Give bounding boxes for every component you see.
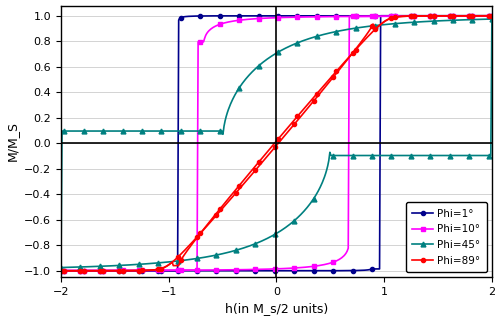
Phi=89° — [349, 52, 355, 56]
Phi=89° — [218, 206, 224, 210]
Phi=45° — [58, 265, 64, 269]
Phi=89° — [489, 14, 495, 18]
Line: Phi=45°: Phi=45° — [59, 17, 494, 270]
Phi=45° — [178, 129, 184, 133]
Phi=1° — [218, 14, 224, 18]
Phi=10° — [218, 22, 224, 26]
Y-axis label: M/M_S: M/M_S — [6, 121, 19, 161]
Phi=45° — [318, 33, 324, 37]
Phi=10° — [176, 268, 182, 272]
Phi=10° — [178, 268, 184, 272]
Phi=89° — [178, 258, 184, 262]
Phi=45° — [176, 129, 182, 133]
Legend: Phi=1°, Phi=10°, Phi=45°, Phi=89°: Phi=1°, Phi=10°, Phi=45°, Phi=89° — [406, 202, 486, 272]
Phi=1° — [58, 269, 64, 273]
Phi=45° — [218, 129, 224, 133]
Phi=10° — [437, 14, 443, 18]
Phi=45° — [489, 17, 495, 21]
Phi=1° — [178, 16, 184, 20]
Phi=1° — [176, 18, 182, 22]
Line: Phi=10°: Phi=10° — [59, 14, 494, 273]
Phi=10° — [58, 269, 64, 273]
Phi=10° — [318, 15, 324, 19]
Phi=1° — [437, 14, 443, 18]
Phi=89° — [58, 269, 64, 273]
Line: Phi=89°: Phi=89° — [59, 14, 494, 273]
Phi=10° — [349, 14, 355, 18]
X-axis label: h(in M_s/2 units): h(in M_s/2 units) — [225, 302, 328, 316]
Phi=10° — [489, 14, 495, 18]
Phi=89° — [318, 87, 324, 91]
Phi=1° — [318, 14, 324, 18]
Phi=1° — [349, 14, 355, 18]
Line: Phi=1°: Phi=1° — [59, 14, 494, 273]
Phi=89° — [437, 14, 443, 18]
Phi=45° — [349, 27, 355, 31]
Phi=89° — [176, 264, 182, 267]
Phi=1° — [489, 14, 495, 18]
Phi=45° — [437, 19, 443, 23]
